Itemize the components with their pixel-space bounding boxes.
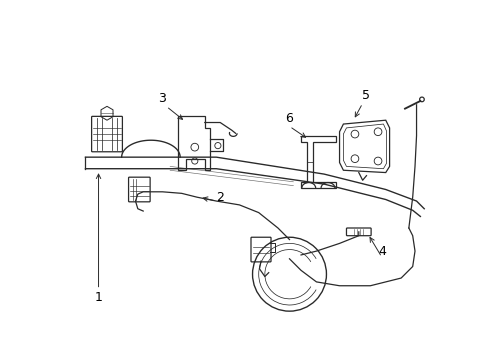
Text: 2: 2 <box>216 191 224 204</box>
Text: 4: 4 <box>377 244 385 258</box>
Text: 5: 5 <box>362 89 370 102</box>
Text: 6: 6 <box>285 112 293 125</box>
Text: 3: 3 <box>158 92 166 105</box>
Text: 1: 1 <box>94 291 102 304</box>
